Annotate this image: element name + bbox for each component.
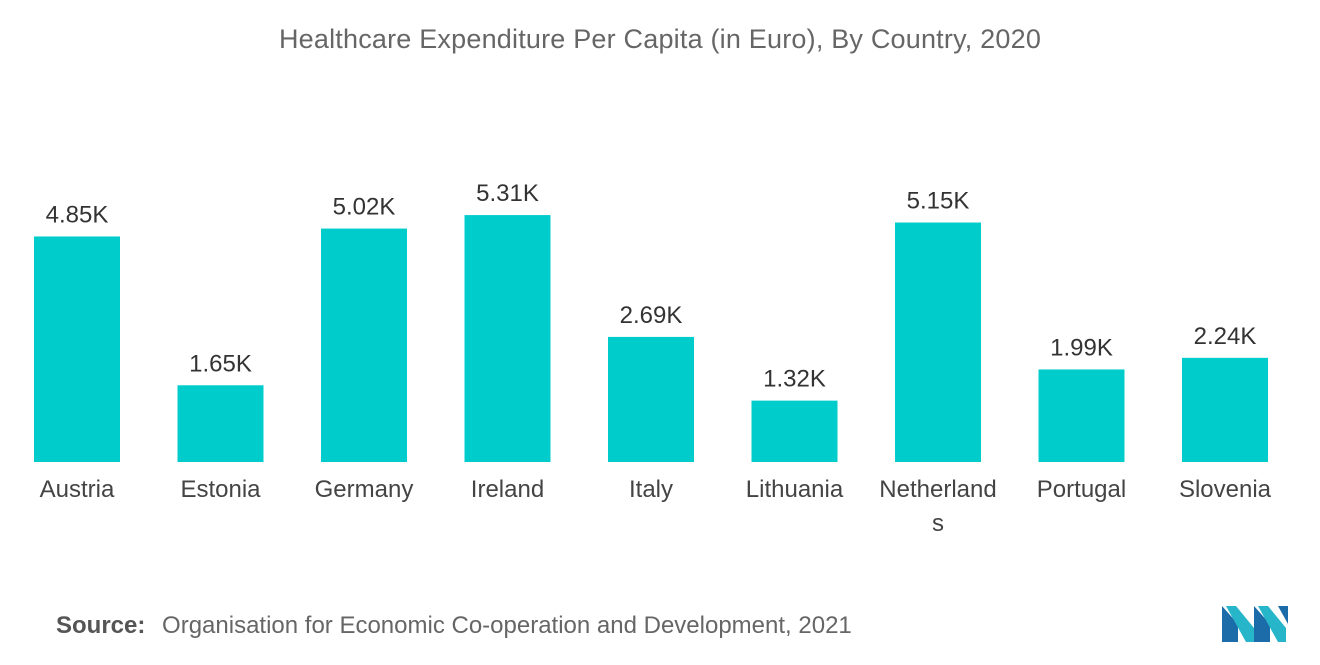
bar-estonia xyxy=(177,385,264,462)
mordor-intelligence-logo-icon xyxy=(1222,606,1288,642)
category-label-slovenia: Slovenia xyxy=(1179,476,1272,503)
bar-ireland xyxy=(464,215,551,462)
category-label-lithuania: Lithuania xyxy=(746,476,844,503)
source-label: Source: xyxy=(56,612,146,639)
value-label-germany: 5.02K xyxy=(333,194,396,221)
value-label-slovenia: 2.24K xyxy=(1194,323,1257,350)
category-label-estonia: Estonia xyxy=(180,476,261,503)
category-label-italy: Italy xyxy=(629,476,673,503)
value-label-italy: 2.69K xyxy=(620,302,683,329)
bar-italy xyxy=(608,336,694,462)
category-label-netherlands: Netherland s xyxy=(879,476,996,537)
bar-chart: 4.85K Austria 1.65K Estonia 5.02K Germany 5.31… xyxy=(34,180,1272,537)
bar-portugal xyxy=(1038,369,1125,462)
value-label-netherlands: 5.15K xyxy=(907,188,970,215)
value-label-ireland: 5.31K xyxy=(476,180,539,207)
bar-austria xyxy=(34,236,120,462)
bar-slovenia xyxy=(1182,357,1268,462)
bar-germany xyxy=(321,228,407,462)
bar-netherlands xyxy=(895,222,981,462)
source-text: Organisation for Economic Co-operation a… xyxy=(162,612,852,639)
value-label-portugal: 1.99K xyxy=(1050,334,1113,361)
value-label-austria: 4.85K xyxy=(46,201,109,228)
source-note: Source: Organisation for Economic Co-ope… xyxy=(56,612,852,640)
category-label-portugal: Portugal xyxy=(1037,476,1126,503)
category-label-ireland: Ireland xyxy=(471,476,544,503)
category-label-austria: Austria xyxy=(40,476,115,503)
category-label-germany: Germany xyxy=(315,476,414,503)
chart-title: Healthcare Expenditure Per Capita (in Eu… xyxy=(278,24,1042,54)
value-label-estonia: 1.65K xyxy=(189,350,252,377)
bar-lithuania xyxy=(751,400,838,462)
value-label-lithuania: 1.32K xyxy=(763,366,826,393)
